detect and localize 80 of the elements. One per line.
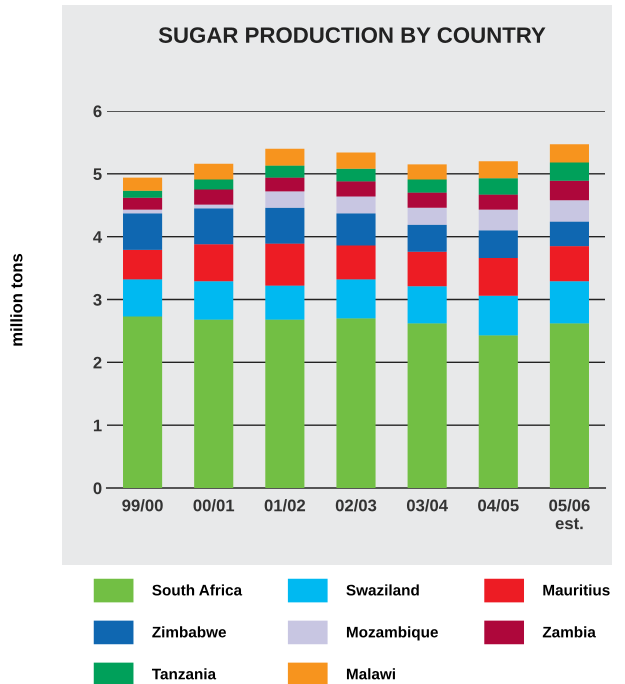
bar <box>478 230 518 258</box>
bar <box>336 196 376 214</box>
bar <box>123 190 162 198</box>
y-tick-label: 1 <box>94 420 102 432</box>
legend-label: Mauritius <box>543 584 610 596</box>
x-tick-label: 02/03 <box>336 499 376 512</box>
bar <box>123 210 162 214</box>
bar <box>123 178 162 191</box>
bar <box>194 281 234 320</box>
bar <box>194 190 234 205</box>
legend-label: Swaziland <box>346 584 419 596</box>
bar <box>408 208 447 225</box>
legend-label: Zambia <box>542 626 596 638</box>
bar <box>336 279 376 318</box>
bar <box>478 161 518 178</box>
y-tick-label: 5 <box>93 168 102 180</box>
bar <box>123 316 162 488</box>
bar <box>123 198 162 210</box>
bar <box>550 144 589 163</box>
y-tick-label: 6 <box>93 105 102 118</box>
bar <box>550 200 589 222</box>
bar <box>194 208 234 244</box>
bar <box>478 258 518 296</box>
bar <box>265 191 304 208</box>
bar <box>550 180 589 200</box>
legend-label: South Africa <box>152 584 242 596</box>
legend-label: Zimbabwe <box>152 626 226 638</box>
bar <box>336 318 376 488</box>
bar <box>265 148 304 166</box>
legend-label: Mozambique <box>346 626 438 641</box>
x-tick-label: 05/06 est. <box>549 499 590 530</box>
bar <box>194 244 234 282</box>
bar <box>336 213 376 246</box>
x-tick-label: 01/02 <box>264 499 306 512</box>
bar <box>265 286 304 320</box>
x-tick-label: 99/00 <box>122 499 163 512</box>
legend-label: Tanzania <box>152 668 216 680</box>
bar <box>265 320 304 488</box>
bar <box>265 208 304 244</box>
bar <box>408 224 447 252</box>
bar <box>478 335 518 488</box>
bar <box>550 222 589 246</box>
bar <box>336 245 376 280</box>
bar <box>265 166 304 178</box>
x-tick-label: 00/01 <box>194 499 234 512</box>
bar <box>123 250 162 280</box>
bar <box>123 213 162 250</box>
bar <box>478 210 518 230</box>
x-tick-label: 04/05 <box>478 499 519 512</box>
chart-title: SUGAR PRODUCTION BY COUNTRY <box>158 27 546 43</box>
bar <box>194 320 234 488</box>
y-tick-label: 4 <box>93 231 102 243</box>
y-tick-label: 2 <box>93 356 102 368</box>
bar <box>265 244 304 286</box>
bar <box>478 178 518 195</box>
bar <box>408 164 447 180</box>
bar <box>550 246 589 282</box>
bar <box>550 323 589 488</box>
x-tick-label: 03/04 <box>406 499 448 512</box>
bar <box>336 152 376 169</box>
y-axis-title: million tons <box>10 254 22 346</box>
legend-label: Malawi <box>346 668 395 680</box>
bar <box>194 164 234 180</box>
bar <box>194 179 234 190</box>
bar <box>550 281 589 324</box>
bar <box>550 162 589 181</box>
y-tick-label: 3 <box>93 294 102 306</box>
bar <box>194 204 234 208</box>
bar <box>408 252 447 286</box>
bar <box>408 323 447 488</box>
bar <box>408 192 447 208</box>
bar <box>265 178 304 192</box>
y-tick-label: 0 <box>94 482 102 494</box>
bar <box>336 168 376 182</box>
bar <box>478 194 518 210</box>
bar <box>408 179 447 193</box>
bar <box>123 279 162 316</box>
bar <box>478 296 518 336</box>
bar <box>336 181 376 196</box>
bar <box>408 286 447 324</box>
